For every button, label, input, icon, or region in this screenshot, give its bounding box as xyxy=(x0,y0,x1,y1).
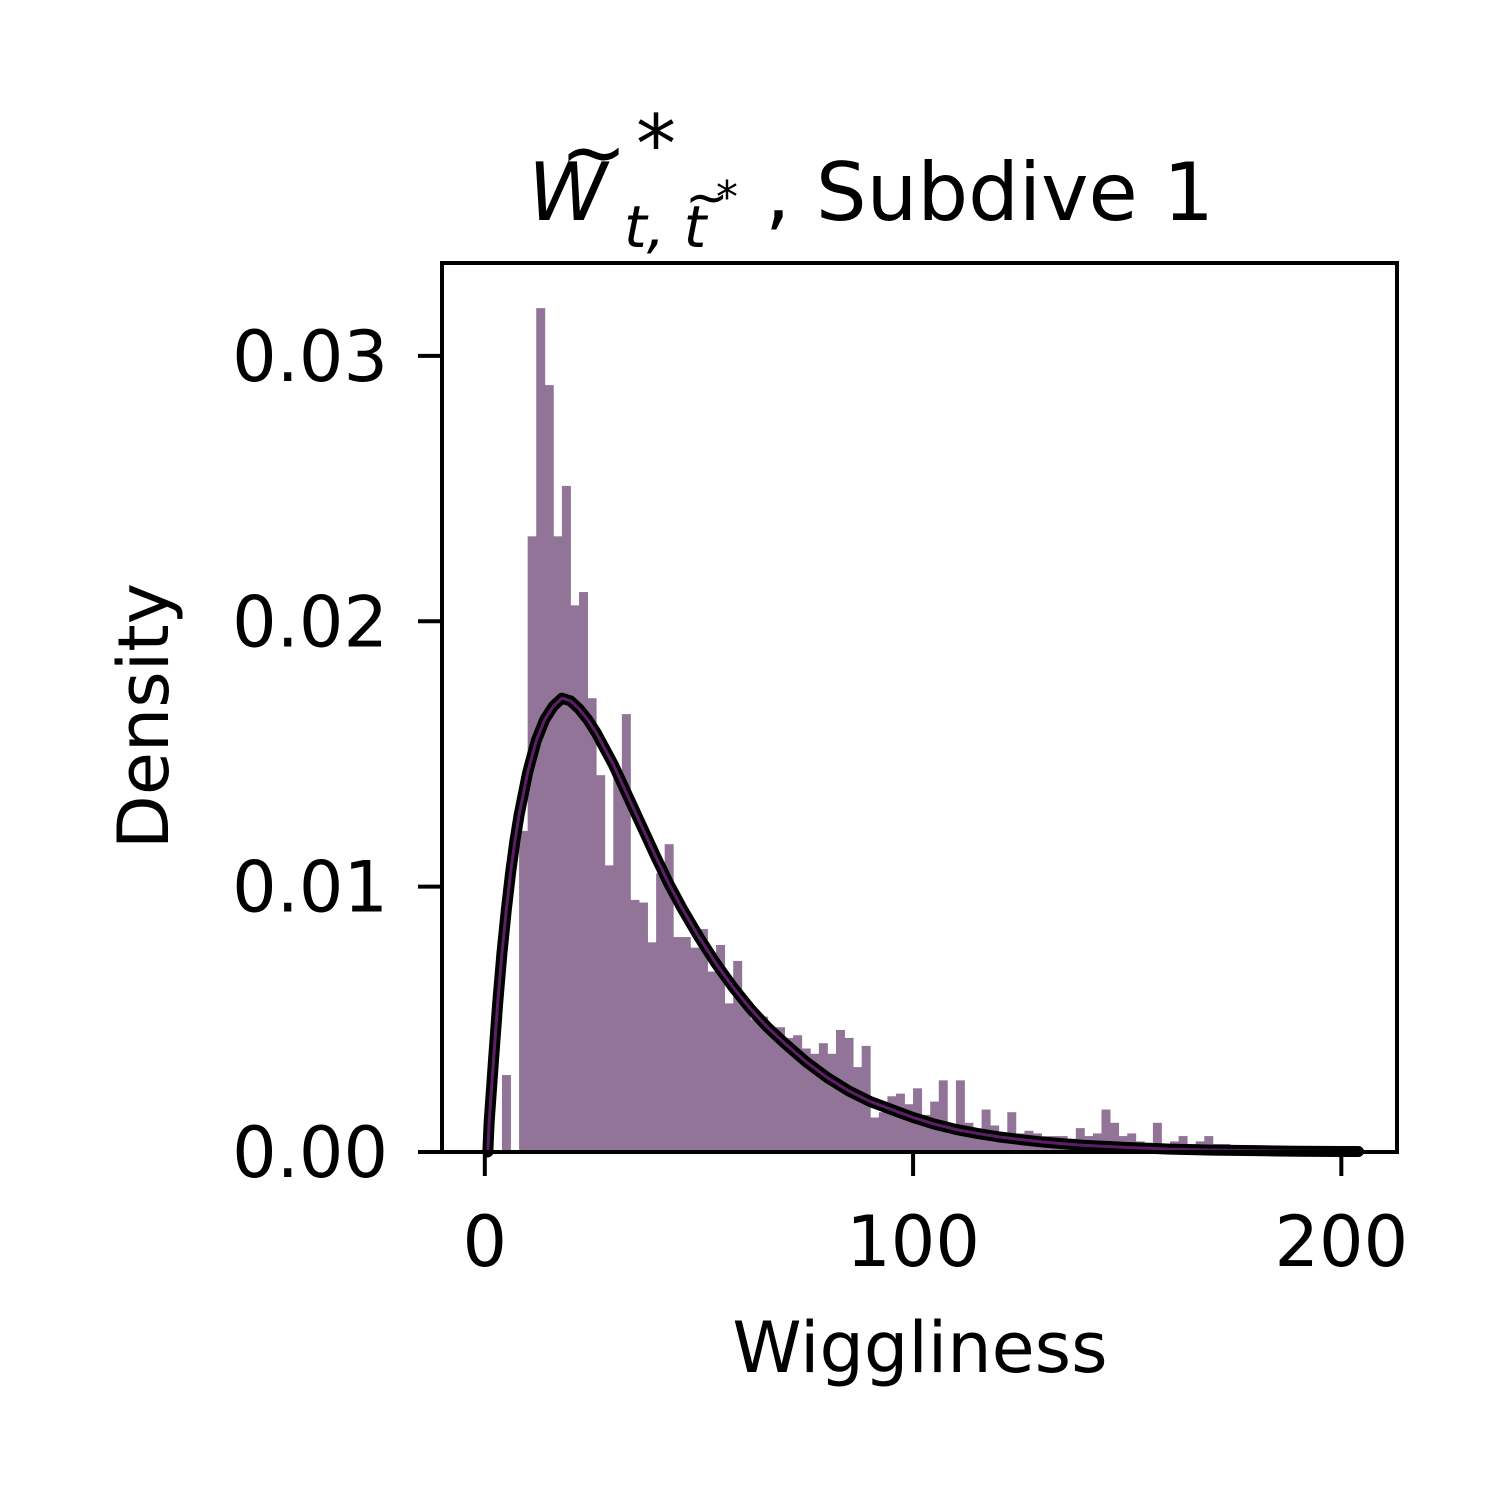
plot-frame xyxy=(440,261,1399,1154)
histogram-bar-31 xyxy=(767,1035,777,1152)
histogram-bar-9 xyxy=(579,592,589,1152)
histogram-bar-7 xyxy=(561,485,571,1152)
histogram-bars xyxy=(501,308,1274,1152)
x-tick-label-0: 0 xyxy=(463,1201,508,1283)
histogram-bar-24 xyxy=(707,971,717,1152)
histogram-bar-46 xyxy=(895,1093,905,1152)
y-tick-label-1: 0.01 xyxy=(232,847,388,929)
histogram-bar-5 xyxy=(544,385,554,1152)
y-axis-ticks: 0.00 0.01 0.02 0.03 xyxy=(232,316,442,1194)
histogram-bar-76 xyxy=(1152,1122,1162,1152)
histogram-bar-16 xyxy=(639,902,648,1152)
histogram-bar-17 xyxy=(647,942,657,1152)
histogram-bar-82 xyxy=(1204,1136,1214,1152)
histogram-bar-35 xyxy=(801,1048,811,1152)
title-subscript-superscript: * xyxy=(716,172,738,223)
histogram-bar-30 xyxy=(758,1016,768,1152)
title-subscript: t, t xyxy=(624,193,709,261)
y-tick-label-3: 0.03 xyxy=(232,316,388,398)
histogram-bar-21 xyxy=(681,937,691,1152)
title-superscript: * xyxy=(636,98,676,191)
histogram-bar-12 xyxy=(604,865,614,1152)
y-tick-label-0: 0.00 xyxy=(232,1112,388,1194)
chart-title: W ~ * t, t ~ * , Subdive 1 xyxy=(528,98,1214,266)
title-suffix: , Subdive 1 xyxy=(765,146,1214,239)
histogram-bar-26 xyxy=(724,1003,734,1152)
histogram-bar-32 xyxy=(776,1027,786,1152)
histogram-bar-0 xyxy=(501,1075,511,1152)
histogram-bar-44 xyxy=(878,1112,888,1152)
histogram-bar-37 xyxy=(818,1043,828,1152)
histogram-bar-14 xyxy=(621,714,631,1152)
histogram-bar-8 xyxy=(570,605,580,1152)
title-symbol-tilde: ~ xyxy=(560,106,627,199)
histogram-bar-2 xyxy=(519,830,529,1152)
histogram-bar-25 xyxy=(716,945,726,1152)
x-axis-ticks: 0 100 200 xyxy=(463,1152,1409,1283)
histogram-bar-47 xyxy=(904,1104,914,1152)
histogram-bar-29 xyxy=(750,1019,760,1152)
histogram-bar-20 xyxy=(673,937,683,1152)
histogram-bar-53 xyxy=(955,1080,965,1152)
histogram-bar-13 xyxy=(613,775,623,1152)
histogram-bar-28 xyxy=(741,1000,751,1152)
histogram-bar-18 xyxy=(656,873,666,1152)
histogram-bar-3 xyxy=(527,536,537,1152)
histogram-bar-23 xyxy=(698,929,708,1152)
histogram-bar-71 xyxy=(1110,1122,1120,1152)
histogram-bar-34 xyxy=(793,1035,803,1152)
x-tick-label-2: 200 xyxy=(1275,1201,1409,1283)
x-axis-label: Wiggliness xyxy=(732,1307,1107,1389)
histogram-bar-19 xyxy=(664,844,674,1152)
histogram-bar-15 xyxy=(630,899,640,1152)
chart-title-text: W ~ * t, t ~ * , Subdive 1 xyxy=(528,98,1214,266)
histogram-bar-52 xyxy=(947,1133,957,1152)
y-tick-label-2: 0.02 xyxy=(232,581,388,663)
title-subscript-tilde: ~ xyxy=(685,168,729,228)
histogram-bar-41 xyxy=(853,1067,863,1152)
title-symbol: W xyxy=(528,146,610,239)
histogram-bar-27 xyxy=(733,960,743,1152)
y-axis-label: Density xyxy=(103,583,185,849)
histogram-bar-45 xyxy=(887,1096,897,1152)
histogram-bar-36 xyxy=(810,1053,820,1152)
histogram-bar-22 xyxy=(690,947,700,1152)
histogram-bar-55 xyxy=(973,1130,982,1152)
histogram-bar-6 xyxy=(553,536,563,1152)
fit-curve-line xyxy=(486,696,1360,1154)
x-tick-label-1: 100 xyxy=(846,1201,980,1283)
histogram-bar-70 xyxy=(1101,1109,1111,1152)
histogram-bar-49 xyxy=(921,1114,931,1152)
histogram-bar-38 xyxy=(827,1053,837,1152)
histogram-bar-51 xyxy=(938,1080,948,1152)
histogram-bar-33 xyxy=(784,1037,794,1152)
histogram-bar-10 xyxy=(587,698,597,1152)
histogram-bar-43 xyxy=(870,1117,880,1152)
histogram-bar-59 xyxy=(1007,1112,1017,1152)
histogram-bar-11 xyxy=(596,775,606,1152)
fit-curve xyxy=(482,692,1364,1158)
